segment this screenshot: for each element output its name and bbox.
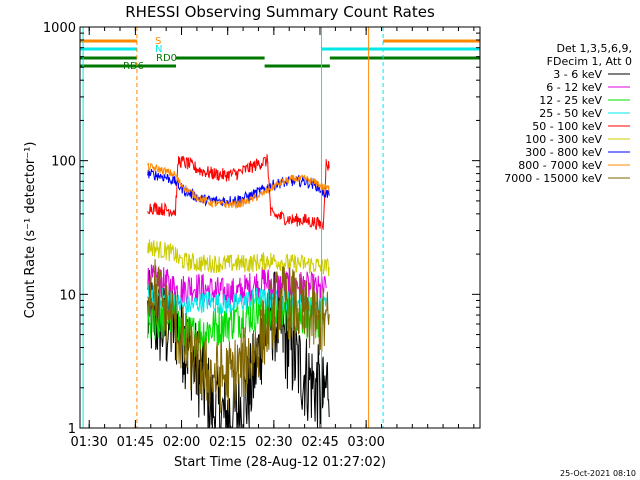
x-axis-label: Start Time (28-Aug-12 01:27:02) [174, 455, 386, 470]
series-layer [147, 154, 330, 430]
x-tick-label: 03:00 [347, 435, 384, 450]
legend-item-3-6-kev: 3 - 6 keV [553, 68, 630, 81]
legend-item-800-7000-kev: 800 - 7000 keV [518, 159, 630, 172]
vertical-markers [82, 27, 384, 428]
x-tick-label: 02:15 [209, 435, 246, 450]
legend-label: 300 - 800 keV [525, 146, 602, 159]
legend-item-12-25-kev: 12 - 25 keV [539, 94, 630, 107]
legend-label: 800 - 7000 keV [518, 159, 602, 172]
legend-item-100-300-kev: 100 - 300 keV [525, 133, 630, 146]
state-bar-n: N [80, 44, 480, 55]
legend-header: Det 1,3,5,6,9, [556, 42, 632, 55]
x-tick-label: 01:45 [117, 435, 154, 450]
x-tick-label: 01:30 [70, 435, 107, 450]
legend-header: FDecim 1, Att 0 [547, 55, 632, 68]
y-tick-label: 1000 [43, 21, 76, 36]
series-100-300-kev [147, 239, 330, 277]
legend-item-7000-15000-kev: 7000 - 15000 keV [504, 172, 630, 185]
plot-frame [79, 26, 481, 429]
x-tick-label: 02:45 [301, 435, 338, 450]
state-bar-label: N [155, 44, 162, 55]
series-800-7000-kev [147, 162, 330, 209]
state-bar-rd0: RD0 [80, 53, 480, 68]
y-tick-label: 1 [68, 422, 76, 437]
legend-label: 12 - 25 keV [539, 94, 602, 107]
legend-item-50-100-kev: 50 - 100 keV [532, 120, 630, 133]
x-tick-label: 02:30 [255, 435, 292, 450]
legend-item-6-12-kev: 6 - 12 keV [546, 81, 630, 94]
axes: 01:30 01:45 02:00 02:15 02:30 02:45 03:00 1 10 10… [43, 21, 480, 450]
state-bar-s: S [80, 36, 480, 47]
legend-label: 25 - 50 keV [539, 107, 602, 120]
state-bar-label: S [155, 36, 161, 47]
footer-timestamp: 25-Oct-2021 08:10 [560, 469, 636, 478]
legend-item-300-800-kev: 300 - 800 keV [525, 146, 630, 159]
legend-label: 100 - 300 keV [525, 133, 602, 146]
series-50-100-kev [147, 154, 330, 230]
state-bar-label: RD6 [123, 61, 144, 72]
series-line-7000-15000-kev [147, 259, 330, 414]
state-bar-rd6: RD6 [80, 61, 144, 72]
y-axis-label: Count Rate (s⁻¹ detector⁻¹) [23, 142, 38, 319]
legend-item-25-50-kev: 25 - 50 keV [539, 107, 630, 120]
legend: Det 1,3,5,6,9,FDecim 1, Att 03 - 6 keV6 … [504, 42, 632, 185]
legend-label: 50 - 100 keV [532, 120, 602, 133]
series-line-100-300-kev [147, 239, 330, 277]
legend-label: 7000 - 15000 keV [504, 172, 602, 185]
legend-label: 6 - 12 keV [546, 81, 602, 94]
y-tick-label: 100 [51, 155, 76, 170]
series-line-50-100-kev [147, 154, 330, 230]
legend-label: 3 - 6 keV [553, 68, 602, 81]
series-7000-15000-kev [147, 259, 330, 414]
x-tick-label: 02:00 [163, 435, 200, 450]
state-bar-label: RD0 [156, 53, 177, 64]
y-tick-label: 10 [59, 288, 76, 303]
chart-title: RHESSI Observing Summary Count Rates [125, 3, 435, 21]
series-line-800-7000-kev [147, 162, 330, 209]
